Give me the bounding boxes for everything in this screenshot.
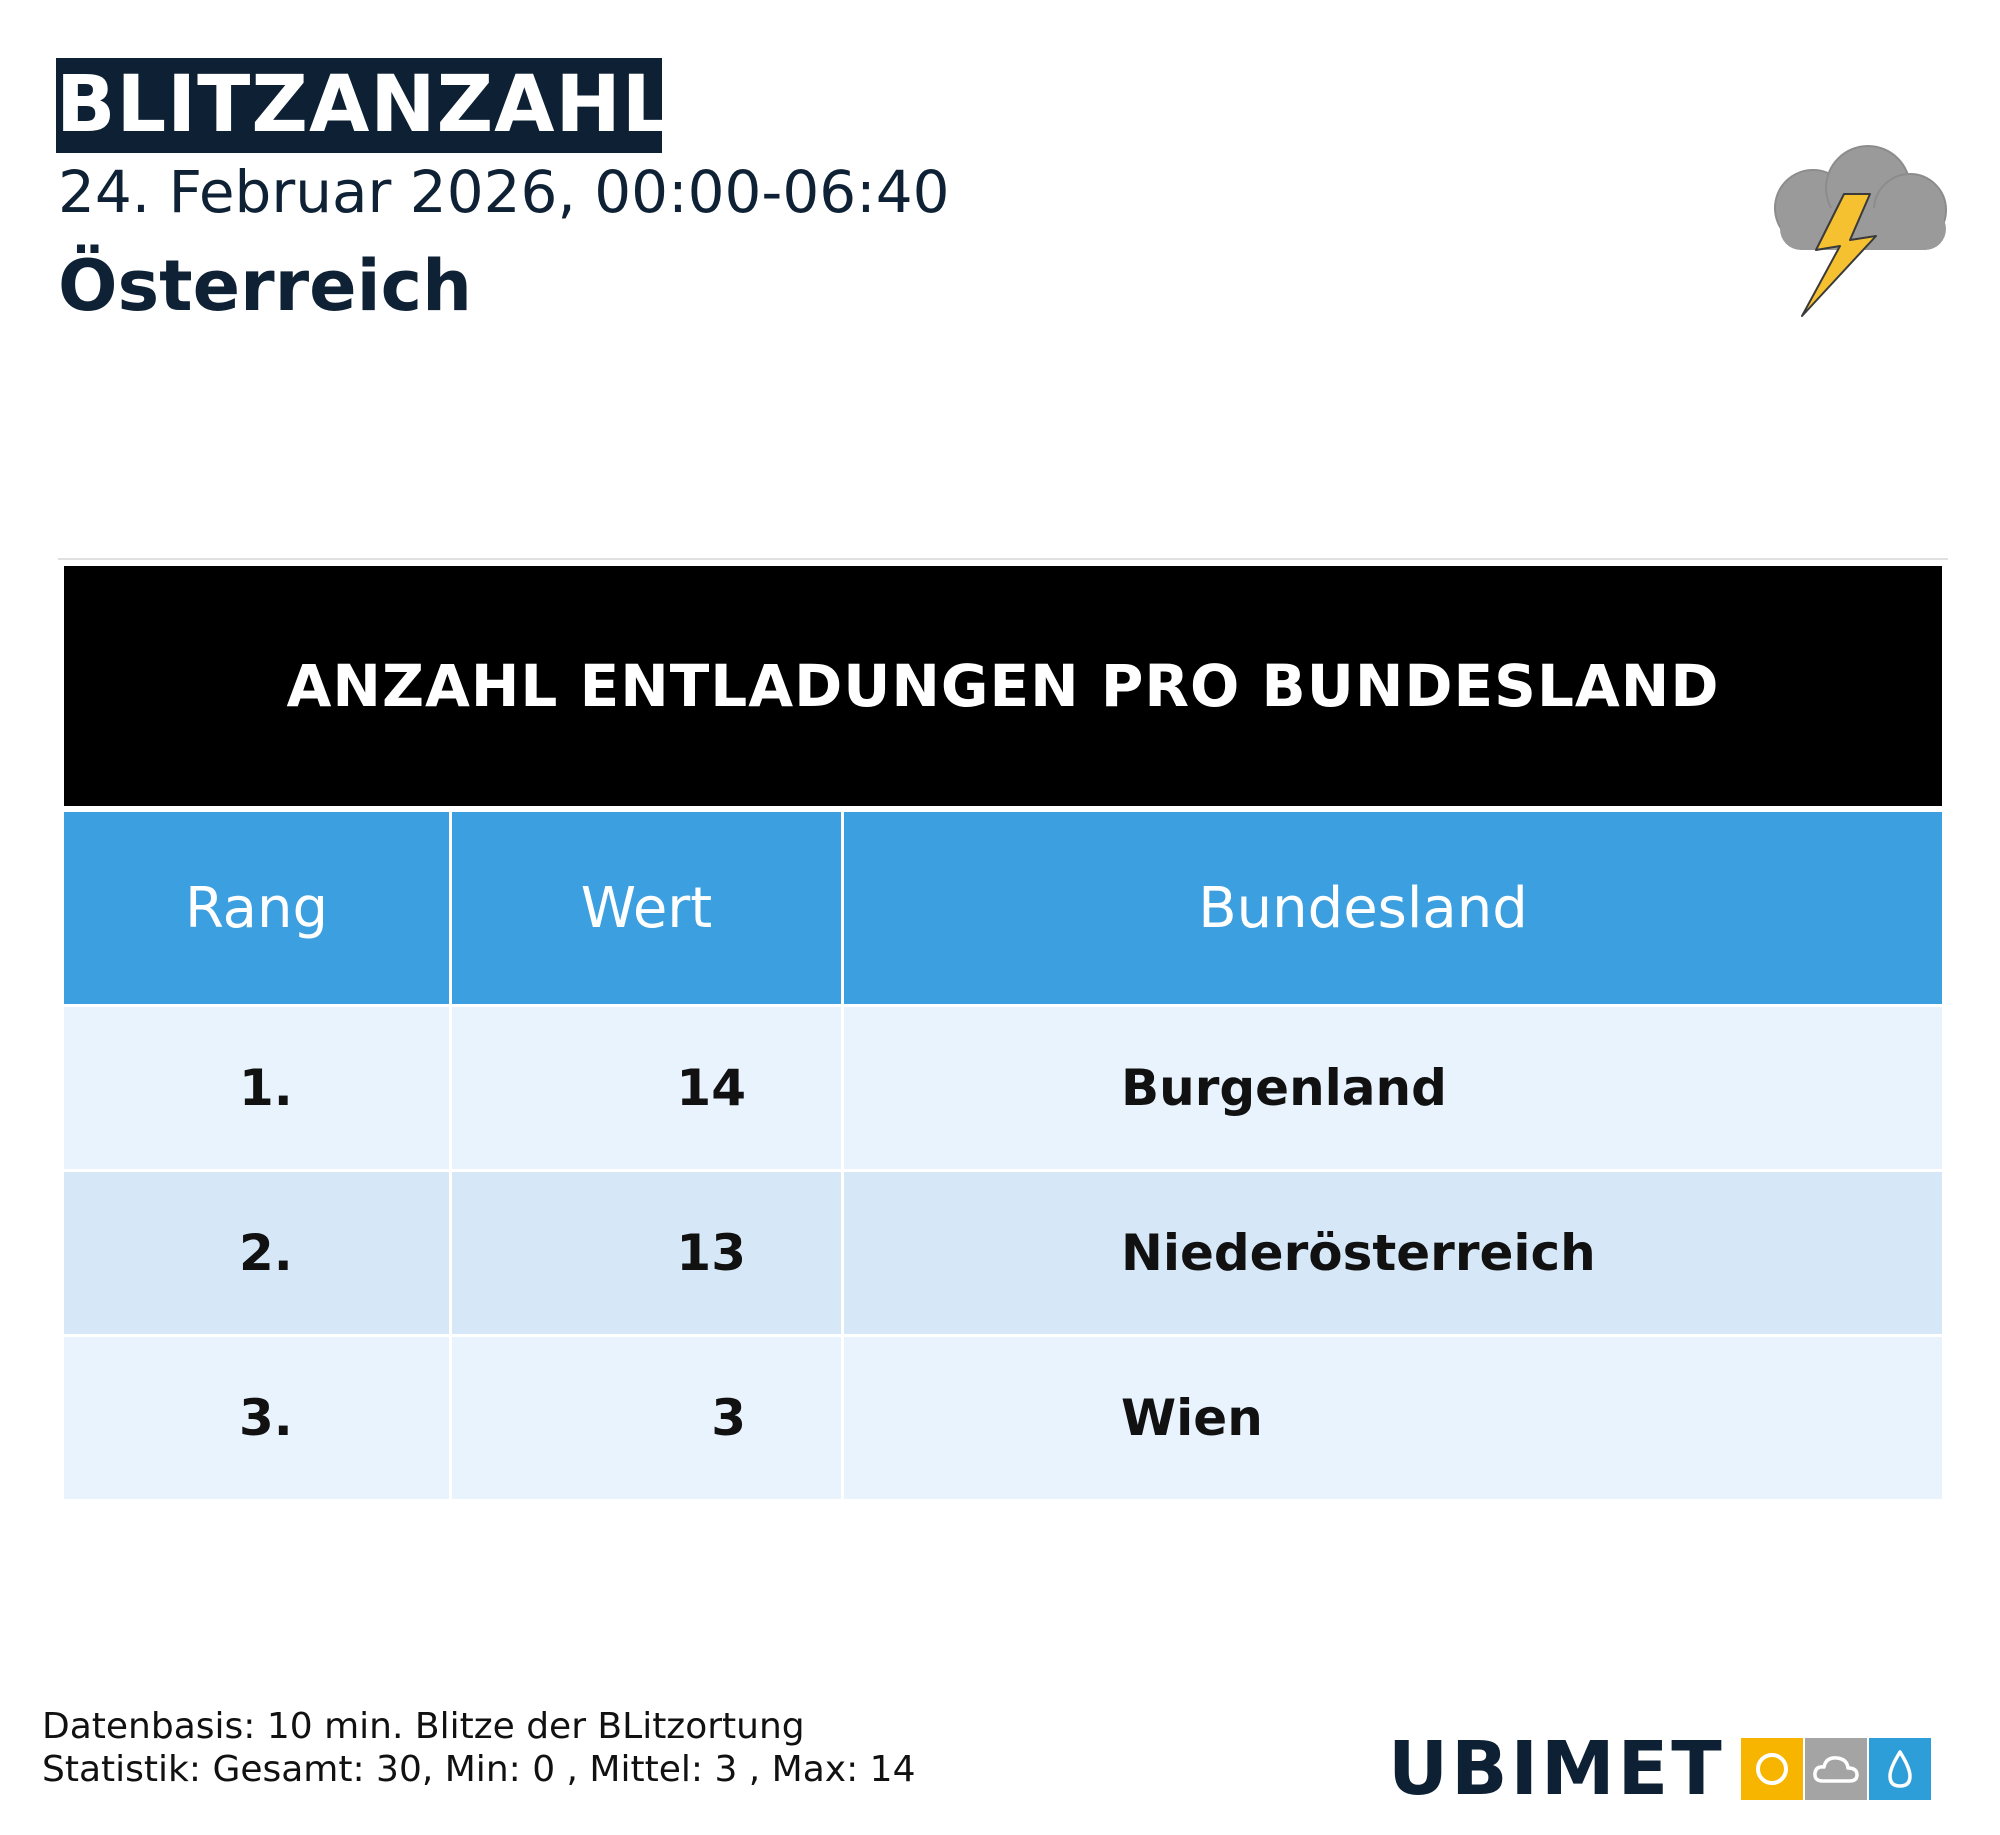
state-ranking-table: ANZAHL ENTLADUNGEN PRO BUNDESLAND Rang W… <box>58 558 1948 1510</box>
footer-notes: Datenbasis: 10 min. Blitze der BLitzortu… <box>42 1705 916 1791</box>
page-title: BLITZANZAHL <box>56 58 672 153</box>
thunderstorm-cloud-icon <box>1774 145 1947 317</box>
drop-icon <box>1868 1738 1931 1800</box>
cloud-icon <box>1804 1738 1867 1800</box>
column-header-state: Bundesland <box>1198 875 1528 941</box>
column-header-value: Wert <box>452 812 844 1004</box>
table-row: 3. 3 Wien <box>64 1334 1942 1499</box>
rank-cell: 3. <box>64 1337 452 1499</box>
value-cell: 3 <box>452 1337 844 1499</box>
table-row: 2. 13 Niederösterreich <box>64 1169 1942 1334</box>
region-name: Österreich <box>58 245 472 327</box>
table-header-row: Rang Wert Bundesland <box>64 812 1942 1004</box>
state-cell: Niederösterreich <box>1121 1224 1596 1282</box>
column-header-rank: Rang <box>64 812 452 1004</box>
data-source-note: Datenbasis: 10 min. Blitze der BLitzortu… <box>42 1706 805 1747</box>
sun-icon <box>1740 1738 1803 1800</box>
value-cell: 13 <box>452 1172 844 1334</box>
logo-text: UBIMET <box>1388 1726 1725 1812</box>
table-title: ANZAHL ENTLADUNGEN PRO BUNDESLAND <box>64 566 1942 806</box>
ubimet-logo: UBIMET <box>1388 1726 1931 1812</box>
rank-cell: 2. <box>64 1172 452 1334</box>
state-cell: Wien <box>1121 1389 1263 1447</box>
table-row: 1. 14 Burgenland <box>64 1004 1942 1169</box>
date-range: 24. Februar 2026, 00:00-06:40 <box>58 158 950 226</box>
state-cell: Burgenland <box>1121 1059 1447 1117</box>
value-cell: 14 <box>452 1007 844 1169</box>
statistics-note: Statistik: Gesamt: 30, Min: 0 , Mittel: … <box>42 1749 916 1790</box>
rank-cell: 1. <box>64 1007 452 1169</box>
